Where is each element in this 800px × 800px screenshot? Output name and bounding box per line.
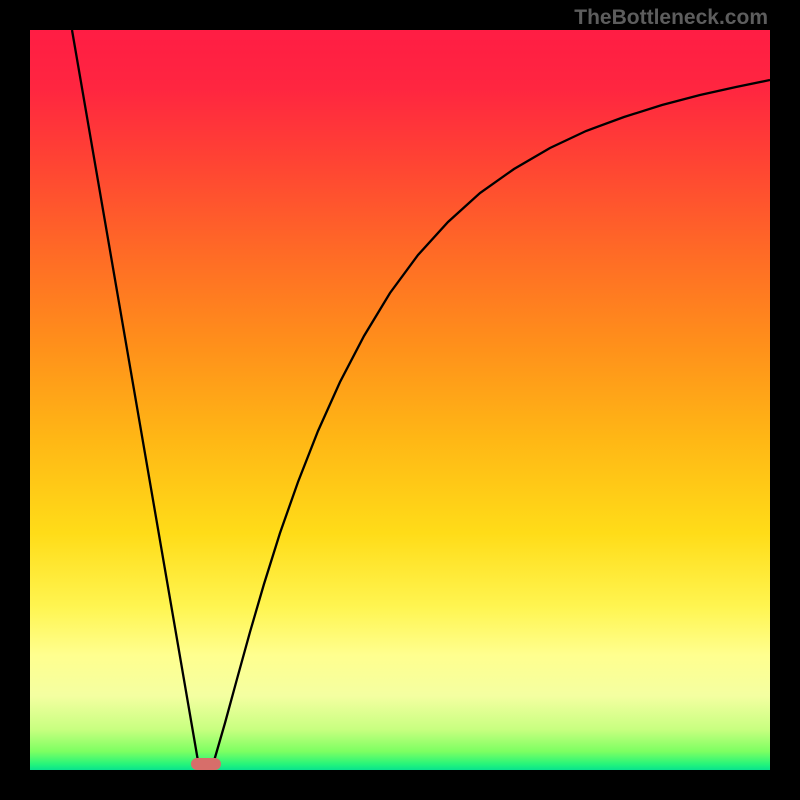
chart-frame: TheBottleneck.com	[0, 0, 800, 800]
curve-right	[214, 80, 770, 761]
plot-area	[30, 30, 770, 770]
curve-left-line	[72, 30, 198, 761]
credit-text: TheBottleneck.com	[574, 6, 768, 30]
curve-layer	[30, 30, 770, 770]
minimum-marker	[191, 758, 221, 770]
